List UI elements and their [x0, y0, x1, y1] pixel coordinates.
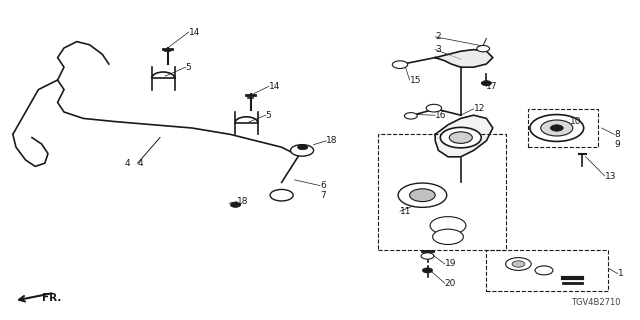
- Text: 10: 10: [570, 117, 581, 126]
- Text: 13: 13: [605, 172, 616, 180]
- Circle shape: [506, 258, 531, 270]
- Circle shape: [392, 61, 408, 68]
- Text: 16: 16: [435, 111, 447, 120]
- Circle shape: [433, 229, 463, 244]
- Text: 20: 20: [445, 279, 456, 288]
- Text: 14: 14: [189, 28, 200, 36]
- Circle shape: [398, 183, 447, 207]
- Circle shape: [481, 81, 492, 86]
- Text: 7: 7: [320, 191, 326, 200]
- Text: 17: 17: [486, 82, 498, 91]
- Text: 4: 4: [138, 159, 143, 168]
- Text: 2: 2: [435, 32, 441, 41]
- Text: 6: 6: [320, 181, 326, 190]
- Circle shape: [270, 189, 293, 201]
- Circle shape: [230, 202, 241, 207]
- Circle shape: [535, 266, 553, 275]
- Circle shape: [404, 113, 417, 119]
- Text: 5: 5: [266, 111, 271, 120]
- Circle shape: [550, 125, 563, 131]
- Text: 18: 18: [237, 197, 248, 206]
- Circle shape: [422, 268, 433, 273]
- Circle shape: [430, 217, 466, 235]
- Circle shape: [291, 145, 314, 156]
- Circle shape: [512, 261, 525, 267]
- Text: 5: 5: [186, 63, 191, 72]
- Text: 15: 15: [410, 76, 421, 84]
- Text: TGV4B2710: TGV4B2710: [572, 298, 621, 307]
- Text: FR.: FR.: [42, 293, 61, 303]
- Circle shape: [541, 120, 573, 136]
- Text: 14: 14: [269, 82, 280, 91]
- Circle shape: [440, 127, 481, 148]
- Text: 12: 12: [474, 104, 485, 113]
- Circle shape: [421, 253, 434, 259]
- Text: 8: 8: [614, 130, 620, 139]
- Text: 4: 4: [125, 159, 131, 168]
- Circle shape: [410, 189, 435, 202]
- Text: 11: 11: [400, 207, 412, 216]
- Circle shape: [426, 104, 442, 112]
- Text: 3: 3: [435, 45, 441, 54]
- Polygon shape: [435, 115, 493, 157]
- Bar: [528, 109, 598, 147]
- Circle shape: [530, 115, 584, 141]
- Circle shape: [298, 145, 308, 150]
- Bar: [378, 134, 506, 250]
- Polygon shape: [435, 50, 493, 67]
- Circle shape: [477, 45, 490, 52]
- Text: 9: 9: [614, 140, 620, 148]
- Text: 19: 19: [445, 260, 456, 268]
- Text: 1: 1: [618, 269, 623, 278]
- Bar: [486, 250, 608, 291]
- Text: 18: 18: [326, 136, 338, 145]
- Circle shape: [449, 132, 472, 143]
